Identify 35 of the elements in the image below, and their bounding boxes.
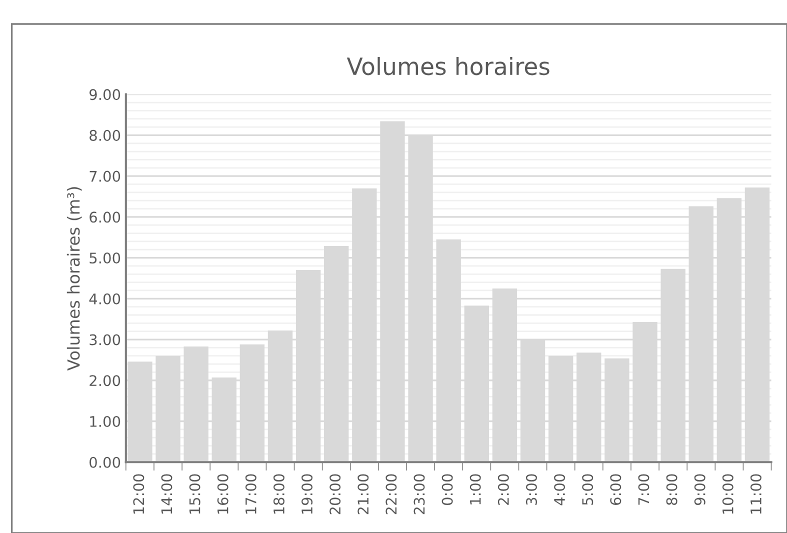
y-tick-label: 9.00: [90, 89, 120, 100]
x-tick-label: 2:00: [498, 474, 509, 505]
x-tick-label: 23:00: [414, 474, 425, 514]
y-tick-label: 1.00: [90, 416, 120, 427]
x-tick-label: 0:00: [442, 474, 453, 506]
x-tick-label: 16:00: [217, 474, 228, 514]
y-tick-label: 5.00: [90, 252, 120, 264]
y-axis-title: Volumes horaires (m³): [66, 187, 82, 371]
x-tick-label: 18:00: [273, 474, 284, 514]
x-tick-label: 5:00: [582, 474, 594, 505]
x-tick-label: 21:00: [358, 474, 369, 514]
x-tick-label: 20:00: [330, 474, 341, 514]
x-tick-label: 8:00: [666, 474, 678, 505]
y-tick-label: 7.00: [90, 170, 120, 182]
y-tick-label: 3.00: [90, 334, 120, 346]
x-tick-label: 6:00: [610, 474, 622, 505]
x-tick-label: 10:00: [722, 474, 734, 514]
chart-title: Volumes horaires: [346, 56, 550, 76]
x-tick-label: 1:00: [470, 474, 481, 504]
x-tick-label: 17:00: [245, 474, 256, 514]
y-tick-label: 8.00: [90, 130, 120, 141]
x-tick-label: 11:00: [750, 474, 762, 514]
x-tick-label: 9:00: [694, 474, 706, 506]
x-tick-label: 7:00: [638, 474, 650, 505]
x-tick-label: 14:00: [161, 474, 172, 514]
x-tick-label: 19:00: [302, 474, 313, 514]
x-tick-label: 4:00: [554, 474, 566, 506]
x-tick-label: 15:00: [189, 474, 200, 514]
y-tick-label: 2.00: [90, 375, 120, 386]
y-tick-label: 6.00: [90, 212, 120, 223]
x-tick-label: 3:00: [526, 474, 537, 505]
y-tick-label: 0.00: [90, 456, 120, 468]
x-tick-label: 22:00: [386, 474, 397, 514]
y-tick-label: 4.00: [89, 293, 120, 304]
x-tick-label: 12:00: [133, 474, 144, 514]
